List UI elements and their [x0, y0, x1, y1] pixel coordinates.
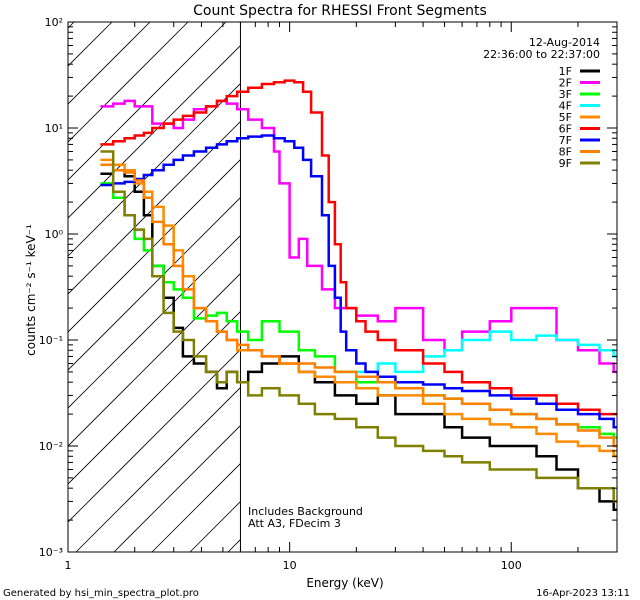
- hatch-line: [68, 196, 241, 371]
- hatch-line: [113, 424, 241, 552]
- hatch-line: [68, 82, 241, 257]
- y-axis-label: counts cm⁻² s⁻¹ keV⁻¹: [24, 224, 38, 356]
- series-4f-line: [356, 330, 617, 374]
- plot-frame: [67, 21, 618, 553]
- date-annotation: 12-Aug-2014: [529, 36, 600, 49]
- hatch-line: [68, 234, 241, 409]
- hatch-line: [68, 22, 113, 67]
- hatch-line: [380, 22, 640, 552]
- y-tick-label: 10²: [45, 16, 63, 29]
- generated-by-footer: Generated by hsi_min_spectra_plot.pro: [3, 588, 199, 599]
- x-tick-label: 1: [65, 559, 72, 572]
- background-note: Includes Background: [248, 505, 363, 518]
- hatch-line: [68, 22, 227, 181]
- hatch-line: [532, 22, 640, 552]
- legend-label-5f: 5F: [559, 111, 572, 124]
- hatch-line: [68, 272, 241, 447]
- hatch-line: [68, 158, 241, 333]
- y-tick-label: 10⁻¹: [39, 334, 63, 347]
- series-group: [100, 79, 617, 512]
- series-3f-line: [100, 182, 617, 439]
- legend-label-8f: 8F: [559, 146, 572, 159]
- y-tick-label: 10¹: [45, 122, 63, 135]
- hatch-line: [68, 310, 241, 485]
- x-tick-label: 10: [283, 559, 297, 572]
- background-hatch-region: [68, 22, 640, 552]
- y-tick-label: 10⁻³: [39, 546, 63, 559]
- y-tick-label: 10⁰: [45, 228, 64, 241]
- time-range-annotation: 22:36:00 to 22:37:00: [483, 48, 600, 61]
- legend-label-2f: 2F: [559, 77, 572, 90]
- hatch-line: [570, 22, 640, 552]
- timestamp-footer: 16-Apr-2023 13:11: [536, 588, 630, 599]
- x-tick-label: 100: [501, 559, 522, 572]
- legend-label-1f: 1F: [559, 65, 572, 78]
- y-tick-label: 10⁻²: [39, 440, 63, 453]
- hatch-line: [304, 22, 640, 552]
- series-8f-line: [100, 163, 617, 448]
- legend-label-3f: 3F: [559, 88, 572, 101]
- legend-label-6f: 6F: [559, 123, 572, 136]
- chart-title: Count Spectra for RHESSI Front Segments: [193, 3, 487, 19]
- legend-label-7f: 7F: [559, 134, 572, 147]
- hatch-line: [68, 120, 241, 295]
- hatch-line: [75, 386, 241, 552]
- hatch-line: [456, 22, 640, 552]
- hatch-line: [608, 22, 640, 552]
- hatch-line: [68, 348, 241, 523]
- axis-ticks: 1 10 100 10⁻³ 10⁻² 10⁻¹ 10⁰ 10¹ 10²: [39, 16, 618, 572]
- series-7f-line: [100, 134, 617, 429]
- hatch-line: [68, 22, 189, 143]
- legend-label-9f: 9F: [559, 157, 572, 170]
- hatch-line: [189, 500, 241, 552]
- series-2f-line: [100, 99, 617, 374]
- legend-label-4f: 4F: [559, 100, 572, 113]
- hatch-line: [418, 22, 640, 552]
- attenuator-note: Att A3, FDecim 3: [248, 517, 341, 530]
- hatch-line: [342, 22, 640, 552]
- x-axis-label: Energy (keV): [306, 576, 383, 590]
- series-1f-line: [100, 168, 617, 512]
- hatch-line: [68, 44, 241, 219]
- series-9f-line: [100, 150, 617, 503]
- series-6f-line: [100, 79, 617, 416]
